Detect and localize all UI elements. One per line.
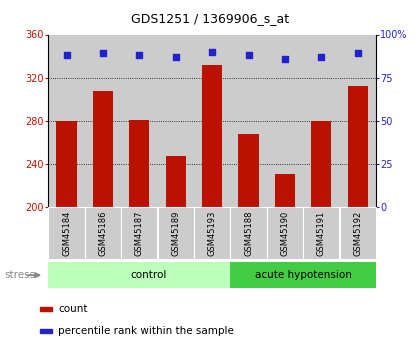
Text: GSM45187: GSM45187 [135,210,144,256]
Bar [267,34,303,207]
Bar [48,262,230,288]
Point [245,52,252,58]
Text: control: control [130,270,167,280]
Text: GSM45192: GSM45192 [353,210,362,256]
Bar [339,207,376,259]
Text: GSM45190: GSM45190 [281,210,289,256]
Bar [93,90,113,207]
Text: GSM45191: GSM45191 [317,210,326,256]
Bar [230,34,267,207]
Bar [303,207,339,259]
Bar [165,156,186,207]
Bar [230,207,267,259]
Bar [348,86,368,207]
Bar [239,134,259,207]
Bar [48,34,85,207]
Bar [202,65,222,207]
Point [281,56,288,61]
Bar [194,34,230,207]
Point [63,52,70,58]
Bar [158,34,194,207]
Point [354,51,361,56]
Point [318,54,325,60]
Text: percentile rank within the sample: percentile rank within the sample [58,326,234,336]
Text: GSM45184: GSM45184 [62,210,71,256]
Bar [158,207,194,259]
Bar [40,329,52,333]
Text: GSM45188: GSM45188 [244,210,253,256]
Bar [311,121,331,207]
Point [172,54,179,60]
Text: GSM45193: GSM45193 [207,210,217,256]
Bar [303,34,339,207]
Text: acute hypotension: acute hypotension [255,270,352,280]
Bar [339,34,376,207]
Bar [40,307,52,311]
Bar [121,207,158,259]
Bar [194,207,230,259]
Bar [85,34,121,207]
Bar [121,34,158,207]
Bar [57,121,76,207]
Bar [85,207,121,259]
Bar [48,207,85,259]
Point [136,52,143,58]
Text: stress: stress [4,270,35,280]
Bar [230,262,376,288]
Bar [275,174,295,207]
Point [100,51,106,56]
Bar [129,120,150,207]
Text: GDS1251 / 1369906_s_at: GDS1251 / 1369906_s_at [131,12,289,25]
Text: GSM45189: GSM45189 [171,210,180,256]
Text: count: count [58,304,88,314]
Bar [267,207,303,259]
Text: GSM45186: GSM45186 [98,210,108,256]
Point [209,49,215,55]
